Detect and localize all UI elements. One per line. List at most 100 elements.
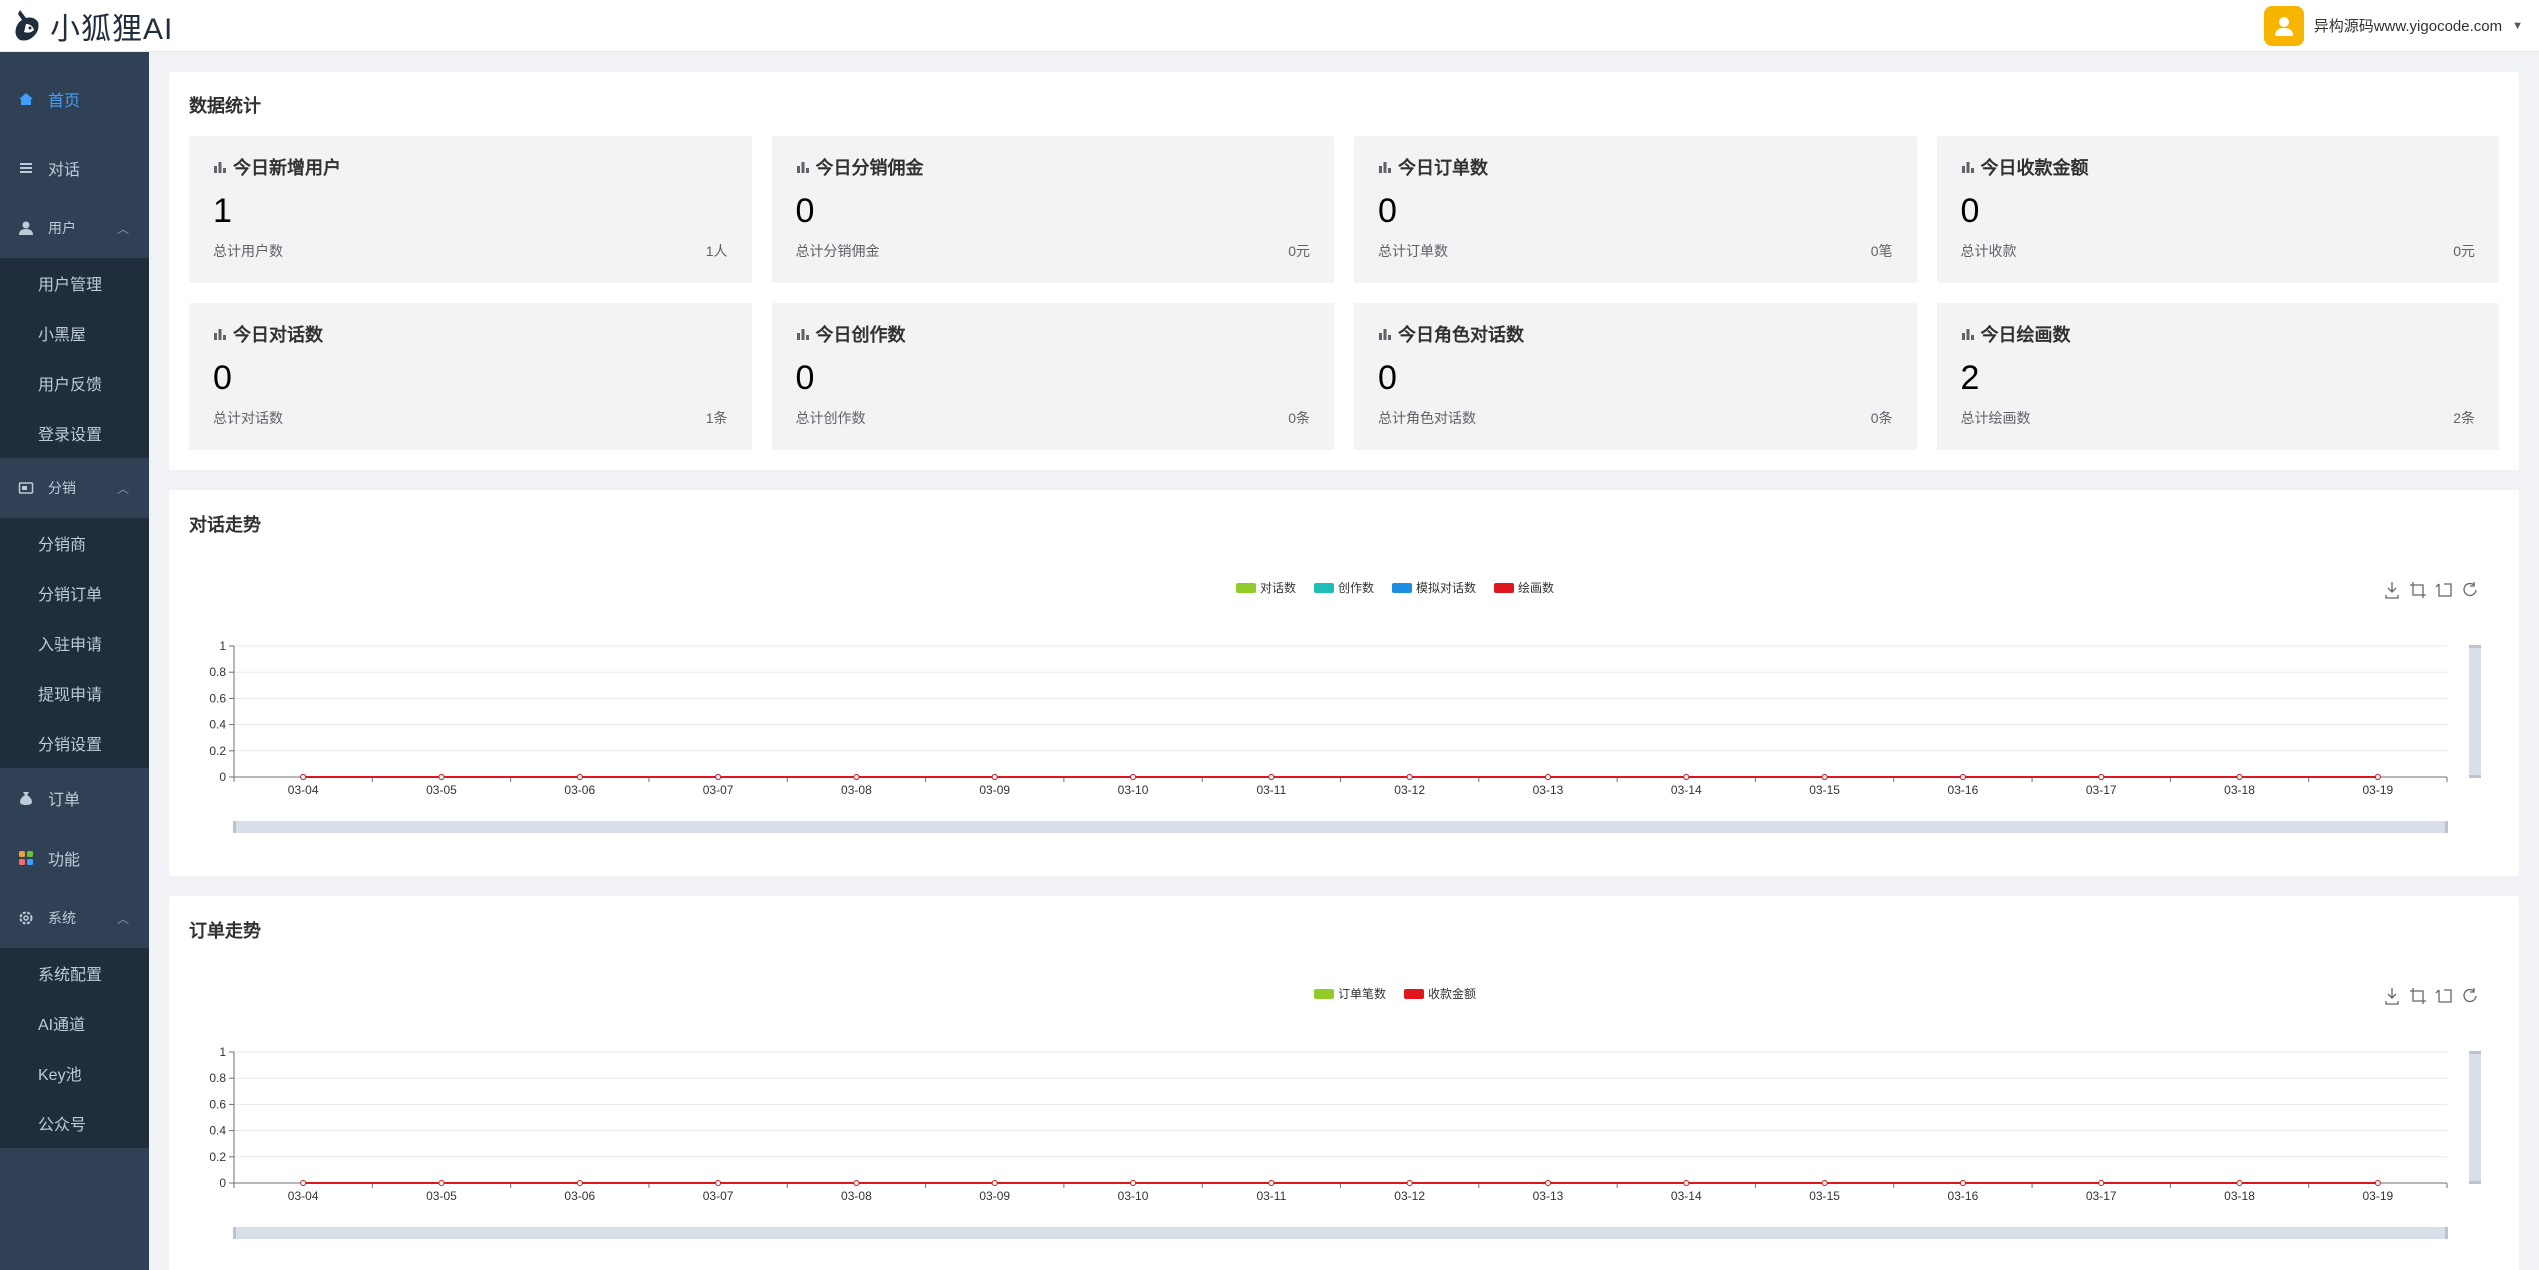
bar-chart-icon bbox=[1379, 329, 1391, 340]
y-zoom-handle-bottom[interactable] bbox=[2469, 775, 2481, 778]
sidebar-item-distribution[interactable]: 分销 ︿ bbox=[0, 458, 149, 518]
y-zoom-slider[interactable] bbox=[2469, 1052, 2481, 1183]
legend-label[interactable]: 创作数 bbox=[1338, 580, 1374, 595]
data-point[interactable] bbox=[438, 1180, 445, 1186]
stat-card: 今日分销佣金 0 总计分销佣金 0元 bbox=[771, 136, 1334, 283]
data-point[interactable] bbox=[1406, 774, 1413, 780]
user-menu[interactable]: 异构源码www.yigocode.com ▼ bbox=[2263, 5, 2523, 46]
data-point[interactable] bbox=[1544, 774, 1551, 780]
sidebar-item-chat[interactable]: 对话 bbox=[0, 138, 149, 198]
data-point[interactable] bbox=[2098, 774, 2105, 780]
data-point[interactable] bbox=[1683, 1180, 1690, 1186]
sidebar-item-features[interactable]: 功能 bbox=[0, 828, 149, 888]
data-point[interactable] bbox=[300, 1180, 307, 1186]
refresh-icon[interactable] bbox=[2463, 988, 2477, 1003]
data-point[interactable] bbox=[1683, 774, 1690, 780]
data-point[interactable] bbox=[1130, 1180, 1137, 1186]
data-point[interactable] bbox=[2374, 1180, 2381, 1186]
data-point[interactable] bbox=[2098, 1180, 2105, 1186]
chart-title: 对话走势 bbox=[189, 514, 261, 535]
sidebar-item-blacklist[interactable]: 小黑屋 bbox=[38, 327, 87, 344]
sidebar-item-official-account[interactable]: 公众号 bbox=[38, 1117, 87, 1134]
legend-swatch[interactable] bbox=[1236, 583, 1256, 593]
data-point[interactable] bbox=[715, 1180, 722, 1186]
legend-label[interactable]: 收款金额 bbox=[1428, 986, 1476, 1001]
sidebar-item-home[interactable]: 首页 bbox=[0, 52, 149, 138]
y-zoom-slider[interactable] bbox=[2469, 646, 2481, 777]
data-point[interactable] bbox=[991, 1180, 998, 1186]
data-point[interactable] bbox=[1268, 774, 1275, 780]
zoom-reset-icon[interactable] bbox=[2435, 583, 2452, 597]
data-point[interactable] bbox=[576, 1180, 583, 1186]
x-zoom-handle-right[interactable] bbox=[2445, 1227, 2448, 1239]
zoom-reset-icon[interactable] bbox=[2435, 989, 2452, 1003]
zoom-select-icon[interactable] bbox=[2410, 988, 2426, 1004]
data-point[interactable] bbox=[2374, 774, 2381, 780]
data-point[interactable] bbox=[1821, 1180, 1828, 1186]
data-point[interactable] bbox=[438, 774, 445, 780]
stat-card-foot-value: 0笔 bbox=[1870, 243, 1893, 259]
x-zoom-slider[interactable] bbox=[234, 1227, 2447, 1239]
data-point[interactable] bbox=[1959, 774, 1966, 780]
data-point[interactable] bbox=[853, 774, 860, 780]
x-tick-label: 03-16 bbox=[1948, 783, 1979, 797]
stat-card-value: 0 bbox=[795, 192, 815, 230]
sidebar-item-distribution-orders[interactable]: 分销订单 bbox=[38, 587, 103, 604]
data-point[interactable] bbox=[2236, 1180, 2243, 1186]
legend-swatch[interactable] bbox=[1314, 583, 1334, 593]
stat-card-value: 0 bbox=[1378, 359, 1397, 397]
y-zoom-handle-top[interactable] bbox=[2469, 1051, 2481, 1054]
stat-card-foot-label: 总计对话数 bbox=[213, 410, 283, 426]
data-point[interactable] bbox=[991, 774, 998, 780]
data-point[interactable] bbox=[300, 774, 307, 780]
sidebar-item-key-pool[interactable]: Key池 bbox=[38, 1067, 82, 1084]
legend-swatch[interactable] bbox=[1494, 583, 1514, 593]
data-point[interactable] bbox=[1130, 774, 1137, 780]
stat-card-value: 2 bbox=[1960, 359, 1980, 397]
legend-label[interactable]: 订单笔数 bbox=[1338, 986, 1386, 1001]
y-zoom-handle-bottom[interactable] bbox=[2469, 1181, 2481, 1184]
stat-card-title: 今日新增用户 bbox=[213, 154, 728, 180]
stat-card-value: 0 bbox=[213, 359, 232, 397]
user-name: 异构源码www.yigocode.com bbox=[2313, 18, 2503, 35]
data-point[interactable] bbox=[576, 774, 583, 780]
sidebar-item-login-settings[interactable]: 登录设置 bbox=[38, 427, 103, 444]
data-point[interactable] bbox=[1821, 774, 1828, 780]
x-zoom-handle-left[interactable] bbox=[233, 1227, 236, 1239]
sidebar-item-distribution-settings[interactable]: 分销设置 bbox=[38, 737, 103, 754]
sidebar-item-user-management[interactable]: 用户管理 bbox=[38, 277, 103, 294]
sidebar-item-feedback[interactable]: 用户反馈 bbox=[38, 377, 103, 394]
data-point[interactable] bbox=[1406, 1180, 1413, 1186]
sidebar-item-join-applications[interactable]: 入驻申请 bbox=[38, 637, 103, 654]
data-point[interactable] bbox=[715, 774, 722, 780]
zoom-select-icon[interactable] bbox=[2410, 582, 2426, 598]
x-zoom-handle-left[interactable] bbox=[233, 821, 236, 833]
avatar[interactable] bbox=[2263, 5, 2304, 46]
x-zoom-slider[interactable] bbox=[234, 821, 2447, 833]
legend-swatch[interactable] bbox=[1314, 989, 1334, 999]
download-icon[interactable] bbox=[2385, 582, 2399, 599]
y-zoom-handle-top[interactable] bbox=[2469, 645, 2481, 648]
data-point[interactable] bbox=[853, 1180, 860, 1186]
sidebar-item-distributors[interactable]: 分销商 bbox=[38, 537, 87, 554]
sidebar-item-user[interactable]: 用户 ︿ bbox=[0, 198, 149, 258]
legend-label[interactable]: 对话数 bbox=[1260, 580, 1296, 595]
data-point[interactable] bbox=[2236, 774, 2243, 780]
legend-label[interactable]: 绘画数 bbox=[1518, 580, 1554, 595]
sidebar-item-system-config[interactable]: 系统配置 bbox=[38, 967, 103, 984]
legend-label[interactable]: 模拟对话数 bbox=[1416, 580, 1476, 595]
refresh-icon[interactable] bbox=[2463, 582, 2477, 597]
data-point[interactable] bbox=[1959, 1180, 1966, 1186]
logo[interactable]: 小狐狸AI bbox=[12, 4, 173, 48]
x-zoom-handle-right[interactable] bbox=[2445, 821, 2448, 833]
sidebar-item-orders[interactable]: 订单 bbox=[0, 768, 149, 828]
data-point[interactable] bbox=[1544, 1180, 1551, 1186]
caret-down-icon[interactable]: ▼ bbox=[2512, 19, 2523, 32]
download-icon[interactable] bbox=[2385, 988, 2399, 1005]
sidebar-item-system[interactable]: 系统 ︿ bbox=[0, 888, 149, 948]
sidebar-item-withdraw-applications[interactable]: 提现申请 bbox=[38, 687, 103, 704]
legend-swatch[interactable] bbox=[1404, 989, 1424, 999]
sidebar-item-ai-channel[interactable]: AI通道 bbox=[38, 1017, 86, 1034]
legend-swatch[interactable] bbox=[1392, 583, 1412, 593]
data-point[interactable] bbox=[1268, 1180, 1275, 1186]
